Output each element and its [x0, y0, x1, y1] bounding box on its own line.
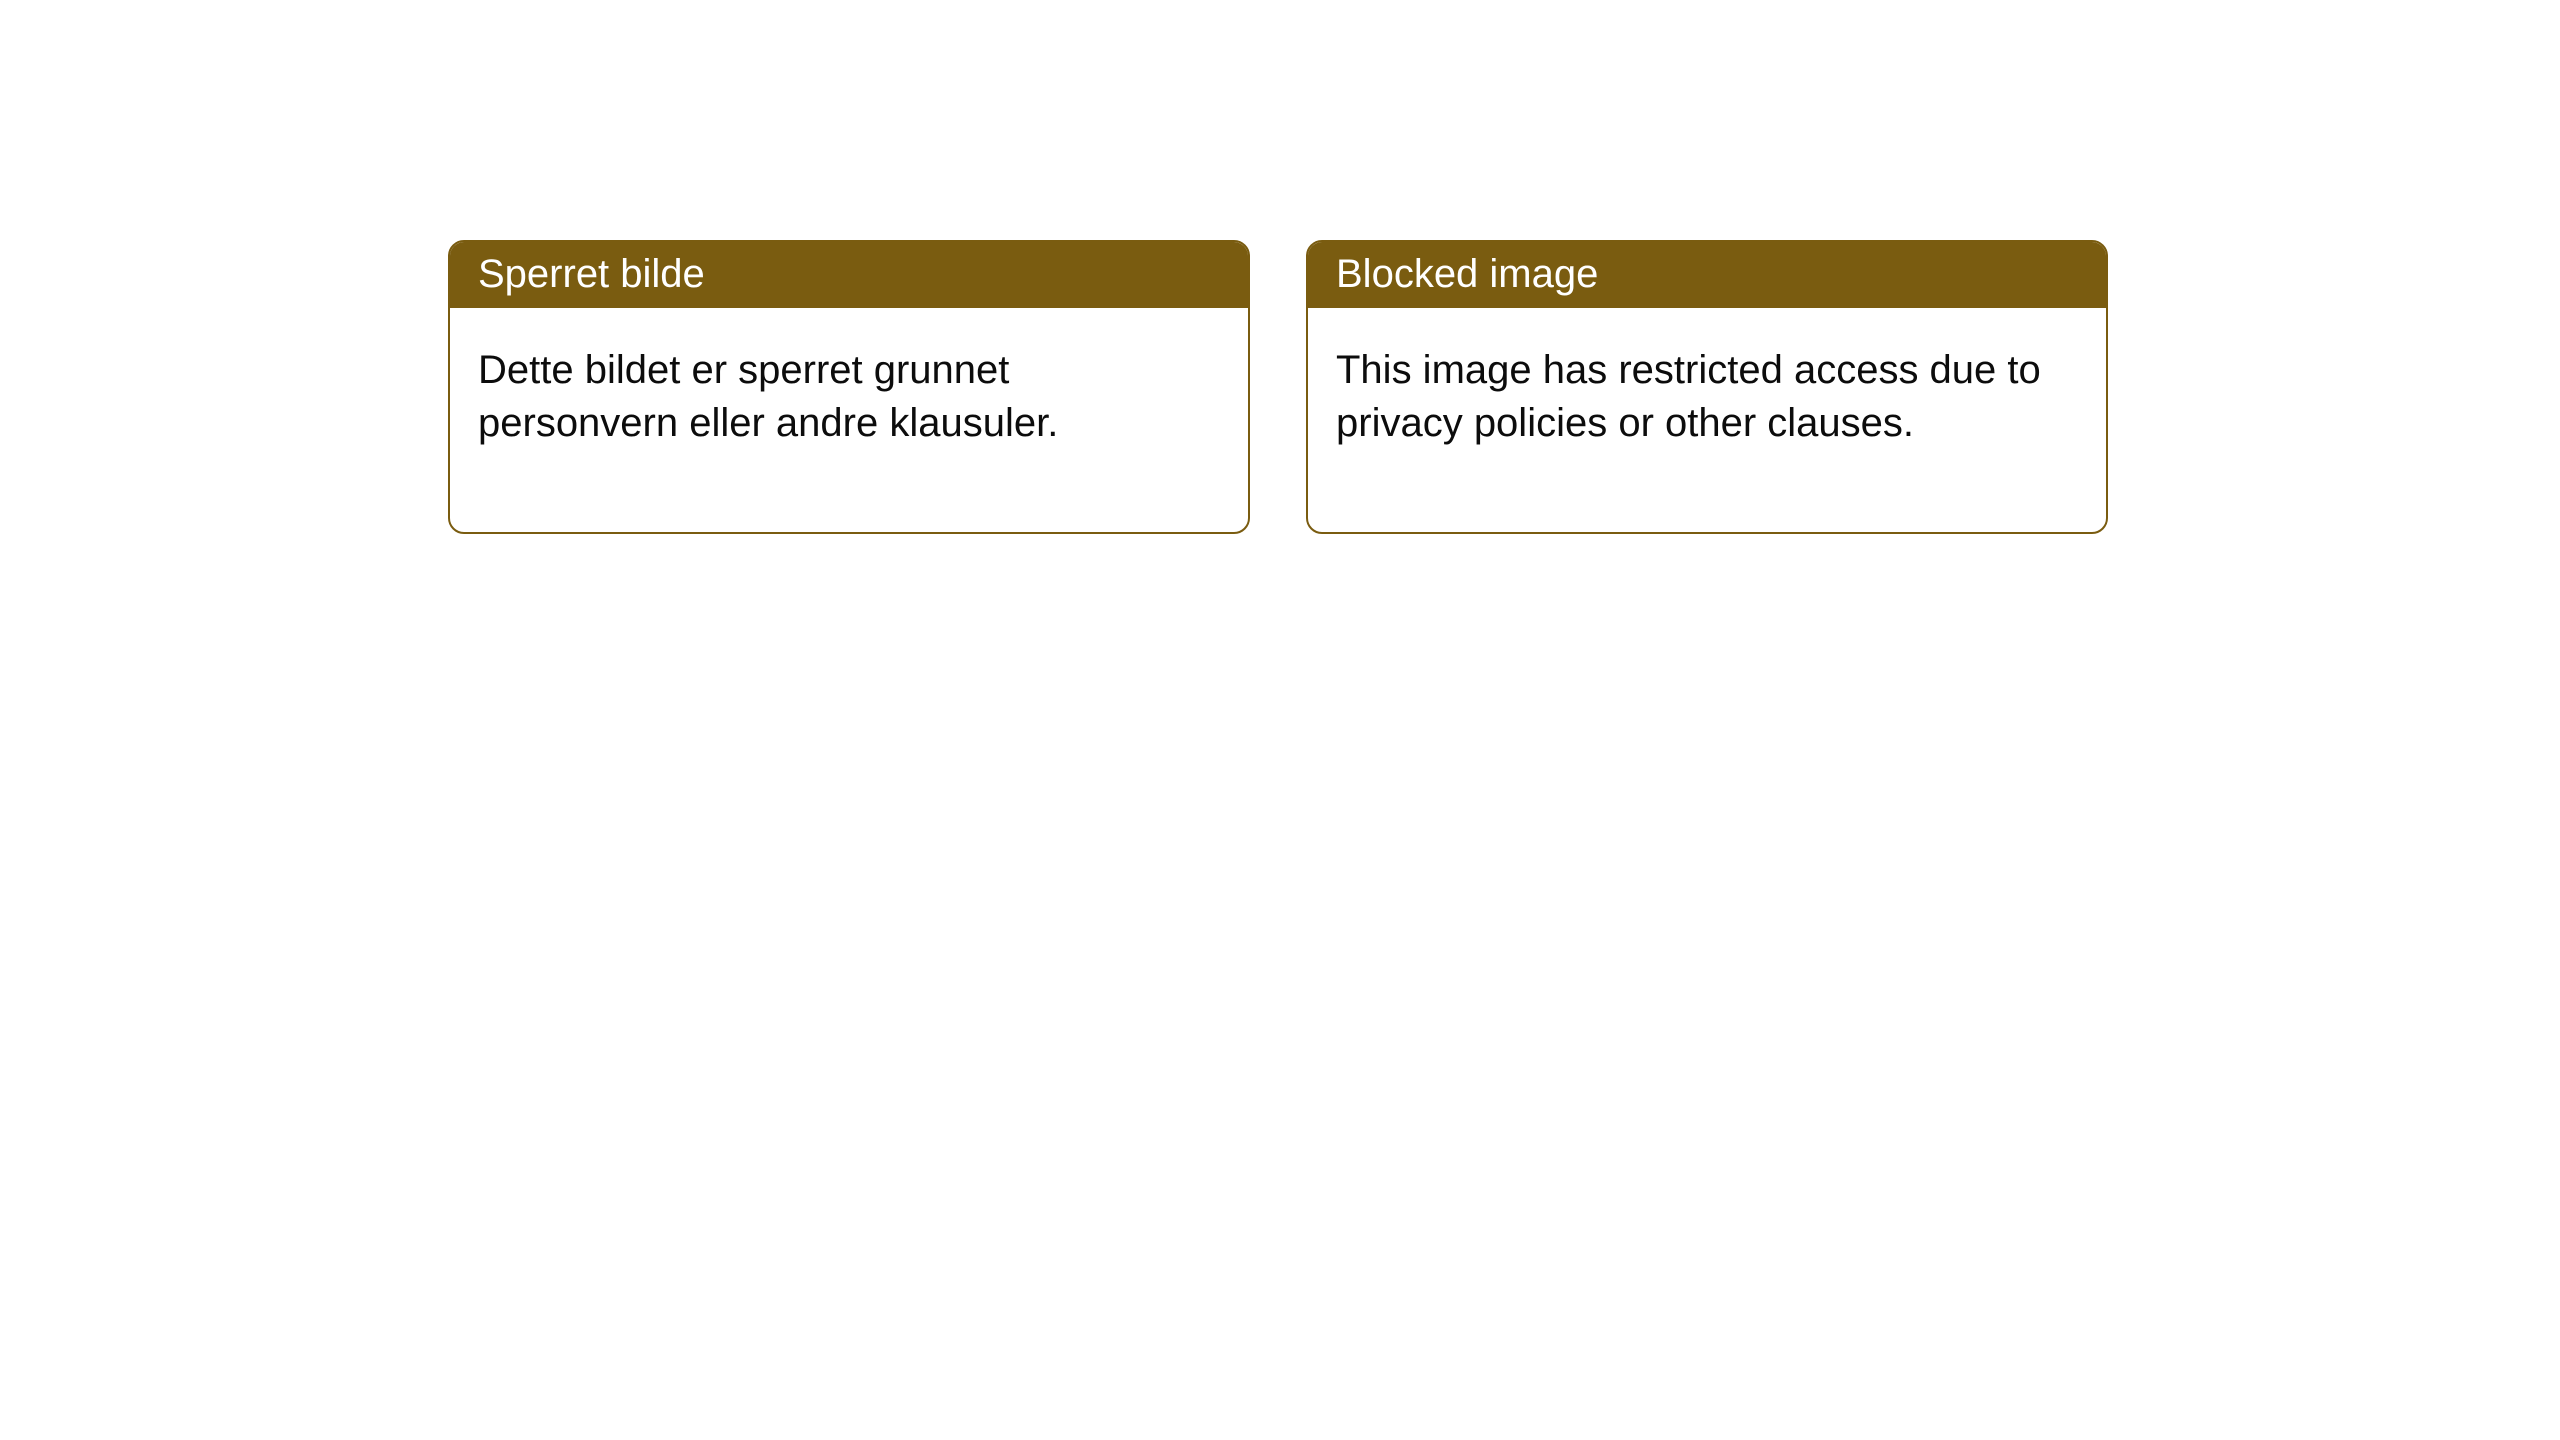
notice-title: Blocked image	[1336, 252, 1598, 296]
notice-body-text: Dette bildet er sperret grunnet personve…	[478, 348, 1058, 445]
notice-title: Sperret bilde	[478, 252, 705, 296]
notice-card-en: Blocked image This image has restricted …	[1306, 240, 2108, 534]
notice-card-header: Sperret bilde	[450, 242, 1248, 308]
notice-body-text: This image has restricted access due to …	[1336, 348, 2041, 445]
notice-card-no: Sperret bilde Dette bildet er sperret gr…	[448, 240, 1250, 534]
notice-card-body: This image has restricted access due to …	[1308, 308, 2106, 532]
notice-card-header: Blocked image	[1308, 242, 2106, 308]
notice-card-body: Dette bildet er sperret grunnet personve…	[450, 308, 1248, 532]
notice-container: Sperret bilde Dette bildet er sperret gr…	[0, 0, 2560, 534]
